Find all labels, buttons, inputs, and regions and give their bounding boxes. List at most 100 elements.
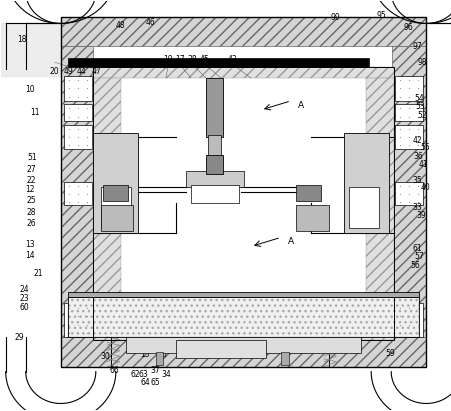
Text: 10: 10 [25,85,34,94]
Bar [60,16,425,46]
Bar [281,352,288,365]
Bar [60,46,93,337]
Bar [343,133,388,233]
Bar [93,133,138,233]
Text: 63: 63 [138,370,148,379]
Bar [101,187,131,228]
Text: 16: 16 [157,350,166,359]
Bar [64,76,92,101]
Bar [60,337,425,367]
Text: 56: 56 [410,261,419,270]
Bar [93,78,120,296]
Text: 50: 50 [190,185,199,194]
Bar [68,58,368,67]
Text: 64: 64 [140,378,149,387]
Text: 15: 15 [140,350,149,359]
Text: 33: 33 [411,203,421,212]
Text: 19: 19 [163,55,173,65]
Text: 99: 99 [330,14,339,23]
Bar [64,303,92,337]
Text: 14: 14 [25,251,34,260]
Text: 57: 57 [413,252,423,261]
Text: 32: 32 [205,350,214,359]
Text: 22: 22 [27,176,37,185]
Text: 38: 38 [187,55,197,65]
Text: 43: 43 [227,55,237,65]
Text: 97: 97 [411,42,421,51]
Text: 28: 28 [27,208,37,217]
Bar [64,125,92,149]
Bar [156,352,163,365]
Bar [394,125,422,149]
Bar [101,206,133,231]
Text: 46: 46 [146,18,156,27]
Text: 53: 53 [414,102,424,111]
Bar [394,182,422,206]
Text: 31: 31 [195,350,204,359]
Text: A: A [287,238,294,247]
Bar [365,78,393,296]
Text: 62: 62 [130,370,139,379]
Bar [175,340,266,358]
Text: 39: 39 [415,211,425,220]
Text: 51: 51 [27,153,37,162]
Text: 98: 98 [417,58,426,67]
Text: 23: 23 [20,294,29,303]
Bar [295,206,328,231]
Bar [394,76,422,101]
Text: 41: 41 [418,160,428,169]
Text: 49: 49 [63,67,73,76]
Bar [206,155,223,173]
Bar [125,337,360,353]
Bar [60,16,425,367]
Bar [93,67,393,340]
Text: 27: 27 [27,164,37,173]
Text: 17: 17 [175,55,184,65]
Text: 40: 40 [419,183,429,192]
Bar [208,135,221,158]
Bar [185,171,243,187]
Text: 34: 34 [161,370,170,379]
Bar [348,187,378,228]
Text: 60: 60 [20,303,29,312]
Text: 11: 11 [30,108,39,117]
Bar [394,104,422,121]
Text: 96: 96 [403,23,413,32]
Bar [391,46,425,337]
Text: 35: 35 [411,176,421,185]
Text: 44: 44 [77,67,87,76]
Text: 21: 21 [33,269,43,278]
Bar [68,296,418,337]
Text: 54: 54 [413,94,423,103]
Text: 36: 36 [413,152,423,161]
Text: A: A [297,101,304,110]
Bar [64,182,92,206]
Text: 24: 24 [20,285,29,294]
Text: 20: 20 [50,67,60,76]
Bar [64,104,92,121]
Text: 29: 29 [15,333,24,342]
Bar [93,67,393,78]
Bar [190,185,238,203]
Bar [68,296,418,337]
Text: 95: 95 [376,11,385,20]
Text: 37: 37 [150,366,159,375]
Bar [394,303,422,337]
Bar [295,185,320,201]
Text: 65: 65 [150,378,159,387]
Bar [103,185,128,201]
Text: 59: 59 [385,349,394,358]
Text: 61: 61 [411,244,421,253]
Text: 42: 42 [411,136,421,145]
Text: 26: 26 [27,219,37,228]
Text: 47: 47 [92,67,101,76]
Bar [206,78,223,137]
Text: 48: 48 [116,21,125,30]
Text: 18: 18 [17,35,27,44]
Text: 30: 30 [100,352,110,361]
Bar [93,296,393,340]
Text: 55: 55 [419,143,429,152]
Bar [68,292,418,298]
Text: 12: 12 [25,185,34,194]
Text: 25: 25 [27,196,37,206]
